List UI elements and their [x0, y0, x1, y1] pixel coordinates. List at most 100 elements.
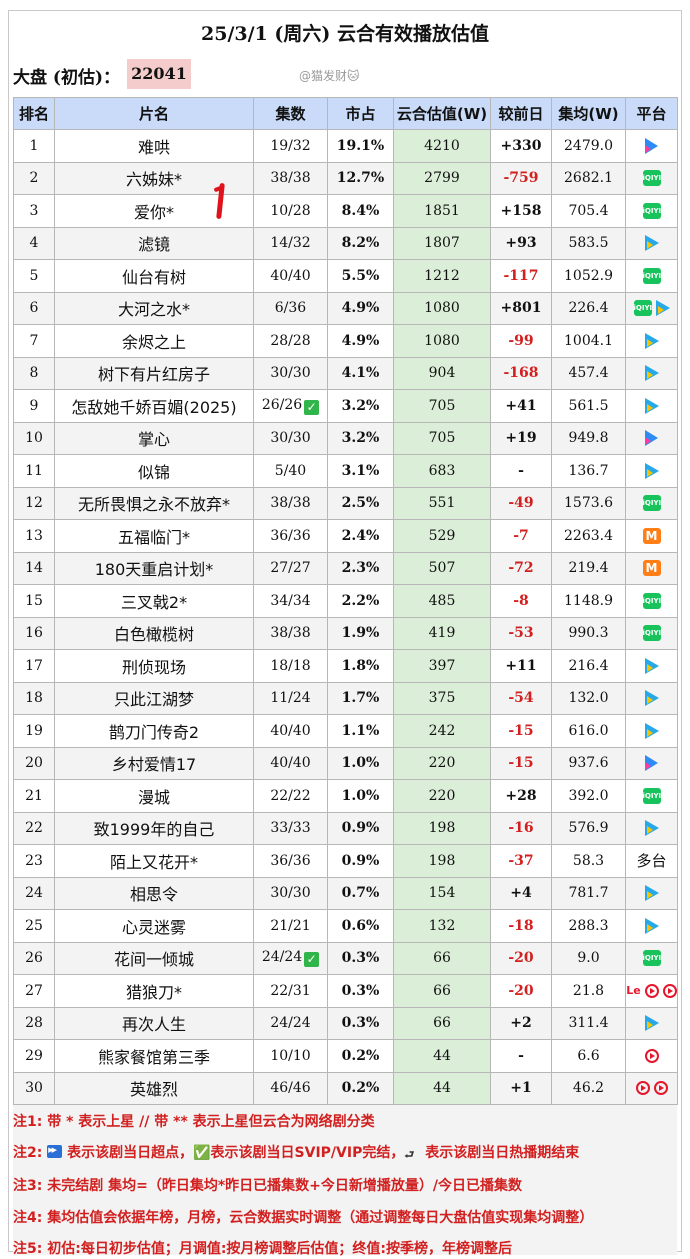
average-cell: 392.0	[551, 779, 626, 813]
estimate-cell: 220	[393, 779, 491, 813]
episodes-cell: 30/30	[253, 356, 328, 390]
title-cell: 滤镜	[54, 226, 254, 260]
table-row: 11 似锦 5/40 3.1% 683-136.7	[13, 454, 678, 488]
change-cell: +801	[490, 291, 552, 325]
change-cell: -53	[490, 616, 552, 650]
average-cell: 705.4	[551, 194, 626, 228]
episodes-value: 27/27	[270, 560, 311, 577]
youku-icon	[645, 430, 658, 447]
average-cell: 311.4	[551, 1006, 626, 1040]
episodes-cell: 33/33	[253, 811, 328, 845]
rank-cell: 17	[13, 649, 55, 683]
platform-cell	[625, 356, 678, 390]
rank-cell: 16	[13, 616, 55, 650]
change-cell: -20	[490, 941, 552, 975]
mango-tv-icon: M	[642, 527, 661, 544]
change-cell: -	[490, 454, 552, 488]
iqiyi-icon: iQIYI	[642, 592, 661, 609]
share-cell: 8.2%	[327, 226, 394, 260]
episodes-cell: 19/32	[253, 129, 328, 163]
title-cell: 刑侦现场	[54, 649, 254, 683]
tencent-video-icon	[644, 820, 659, 837]
table-row: 24 相思令 30/30 0.7% 154 +4 781.7	[13, 876, 678, 910]
change-cell: +158	[490, 194, 552, 228]
episodes-cell: 36/36	[253, 519, 328, 553]
estimate-cell: 1851	[393, 194, 491, 228]
rank-cell: 18	[13, 681, 55, 715]
estimate-cell: 44	[393, 1071, 491, 1105]
share-cell: 0.7%	[327, 876, 394, 910]
share-cell: 3.2%	[327, 421, 394, 455]
episodes-cell: 21/21	[253, 909, 328, 943]
share-cell: 1.0%	[327, 746, 394, 780]
table-row: 7 余烬之上 28/28 4.9% 1080 -99 1004.1	[13, 324, 678, 358]
estimate-cell: 1807	[393, 226, 491, 260]
episodes-cell: 40/40	[253, 714, 328, 748]
episodes-value: 30/30	[270, 430, 311, 447]
tencent-video-icon	[644, 657, 659, 674]
note-text: ✅表示该剧当日SVIP/VIP完结，	[193, 1145, 405, 1161]
episodes-cell: 38/38	[253, 161, 328, 195]
rank-cell: 13	[13, 519, 55, 553]
share-cell: 1.9%	[327, 616, 394, 650]
platform-cell	[625, 746, 678, 780]
episodes-cell: 14/32	[253, 226, 328, 260]
table-row: 27 猎狼刀* 22/31 0.3% 66 -20 21.8 Le	[13, 974, 678, 1008]
platform-cell	[625, 226, 678, 260]
completed-check-icon: ✓	[304, 399, 320, 415]
change-cell: +11	[490, 649, 552, 683]
table-row: 9 怎敌她千娇百媚(2025) 26/26 ✓ 3.2% 705 +41 561.5	[13, 389, 678, 423]
change-cell: -	[490, 1039, 552, 1073]
episodes-value: 36/36	[270, 852, 311, 869]
iqiyi-icon: iQIYI	[642, 950, 661, 967]
episodes-cell: 18/18	[253, 649, 328, 683]
episodes-value: 30/30	[270, 365, 311, 382]
rank-cell: 2	[13, 161, 55, 195]
rank-cell: 1	[13, 129, 55, 163]
rank-cell: 27	[13, 974, 55, 1008]
episodes-value: 38/38	[270, 625, 311, 642]
rank-cell: 11	[13, 454, 55, 488]
table-body: 1 难哄 19/32 19.1% 4210 +330 2479.0 2 六姊妹* 38/38 12.…	[13, 129, 678, 1105]
change-cell: +93	[490, 226, 552, 260]
iqiyi-icon: iQIYI	[642, 495, 661, 512]
table-row: 10 掌心 30/30 3.2% 705 +19 949.8	[13, 421, 678, 455]
note-tag: 注1:	[13, 1114, 43, 1130]
sohu-video-icon	[653, 1081, 668, 1096]
share-cell: 0.3%	[327, 941, 394, 975]
average-cell: 1148.9	[551, 584, 626, 618]
rank-cell: 9	[13, 389, 55, 423]
estimate-cell: 904	[393, 356, 491, 390]
average-cell: 58.3	[551, 844, 626, 878]
title-cell: 仙台有树	[54, 259, 254, 293]
episodes-cell: 30/30	[253, 421, 328, 455]
average-cell: 1052.9	[551, 259, 626, 293]
rank-cell: 28	[13, 1006, 55, 1040]
average-cell: 132.0	[551, 681, 626, 715]
episodes-value: 30/30	[270, 885, 311, 902]
table-row: 2 六姊妹* 38/38 12.7% 2799 -759 2682.1 iQIYI	[13, 161, 678, 195]
note-2: 注2: 表示该剧当日超点，✅表示该剧当日SVIP/VIP完结，⮐ 表示该剧当日热…	[13, 1142, 579, 1162]
average-cell: 616.0	[551, 714, 626, 748]
share-cell: 19.1%	[327, 129, 394, 163]
estimate-cell: 1212	[393, 259, 491, 293]
note-5: 注5: 初估:每日初步估值；月调值:按月榜调整后估值；终值:按季榜，年榜调整后	[13, 1238, 512, 1258]
average-cell: 216.4	[551, 649, 626, 683]
episodes-cell: 40/40	[253, 259, 328, 293]
platform-cell: M	[625, 519, 678, 553]
estimate-cell: 683	[393, 454, 491, 488]
tencent-video-icon	[644, 885, 659, 902]
title-cell: 余烬之上	[54, 324, 254, 358]
change-cell: +2	[490, 1006, 552, 1040]
title-cell: 致1999年的自己	[54, 811, 254, 845]
table-row: 19 鹊刀门传奇2 40/40 1.1% 242 -15 616.0	[13, 714, 678, 748]
platform-cell: iQIYI	[625, 584, 678, 618]
episodes-value: 5/40	[274, 462, 307, 479]
rank-cell: 4	[13, 226, 55, 260]
change-cell: +28	[490, 779, 552, 813]
title-cell: 只此江湖梦	[54, 681, 254, 715]
episodes-cell: 38/38	[253, 616, 328, 650]
estimate-cell: 66	[393, 1006, 491, 1040]
share-cell: 2.5%	[327, 486, 394, 520]
episodes-value: 10/28	[270, 202, 311, 219]
